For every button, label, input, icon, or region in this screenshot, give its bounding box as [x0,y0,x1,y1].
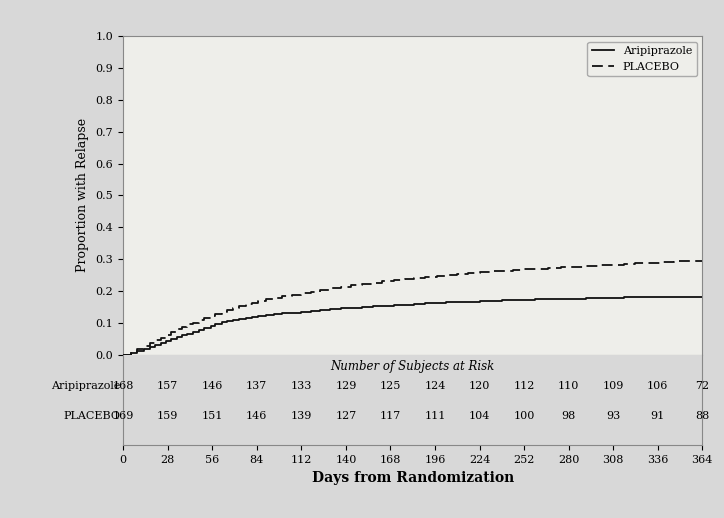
Text: 110: 110 [558,381,579,392]
PLACEBO [421,274,430,280]
PLACEBO [698,257,707,264]
Text: 169: 169 [112,411,134,421]
Text: 112: 112 [513,381,535,392]
Aripiprazole [432,299,441,306]
PLACEBO [167,329,175,335]
Text: 104: 104 [469,411,490,421]
Line: Aripiprazole: Aripiprazole [123,297,702,354]
PLACEBO [369,280,377,286]
Aripiprazole [278,310,287,316]
Text: Aripiprazole: Aripiprazole [51,381,120,392]
Text: 106: 106 [647,381,668,392]
Text: 120: 120 [469,381,490,392]
Text: 151: 151 [201,411,223,421]
Aripiprazole [421,300,430,307]
Text: 117: 117 [380,411,401,421]
Text: 129: 129 [335,381,356,392]
Text: 91: 91 [651,411,665,421]
Text: 146: 146 [201,381,223,392]
Aripiprazole [167,336,175,342]
Text: 88: 88 [695,411,710,421]
Aripiprazole [698,294,707,300]
Text: 168: 168 [112,381,134,392]
Text: 159: 159 [157,411,178,421]
Aripiprazole [369,304,377,310]
Text: 100: 100 [513,411,535,421]
Aripiprazole [326,306,334,312]
Text: 139: 139 [290,411,312,421]
X-axis label: Days from Randomization: Days from Randomization [311,471,514,485]
Text: 157: 157 [157,381,178,392]
Text: 111: 111 [424,411,446,421]
PLACEBO [119,351,127,357]
PLACEBO [326,285,334,292]
Text: 133: 133 [290,381,312,392]
Text: 98: 98 [562,411,576,421]
Text: Number of Subjects at Risk: Number of Subjects at Risk [331,360,494,373]
Text: PLACEBO: PLACEBO [63,411,120,421]
Text: 72: 72 [695,381,710,392]
Text: 137: 137 [246,381,267,392]
Aripiprazole [119,351,127,357]
PLACEBO [682,257,691,264]
Text: 127: 127 [335,411,356,421]
PLACEBO [278,293,287,299]
PLACEBO [432,273,441,279]
Line: PLACEBO: PLACEBO [123,261,702,354]
Y-axis label: Proportion with Relapse: Proportion with Relapse [76,118,88,272]
Text: 146: 146 [246,411,267,421]
Text: 109: 109 [602,381,624,392]
Aripiprazole [644,294,652,300]
Legend: Aripiprazole, PLACEBO: Aripiprazole, PLACEBO [587,42,696,76]
Text: 124: 124 [424,381,446,392]
Text: 125: 125 [379,381,401,392]
Text: 93: 93 [606,411,620,421]
